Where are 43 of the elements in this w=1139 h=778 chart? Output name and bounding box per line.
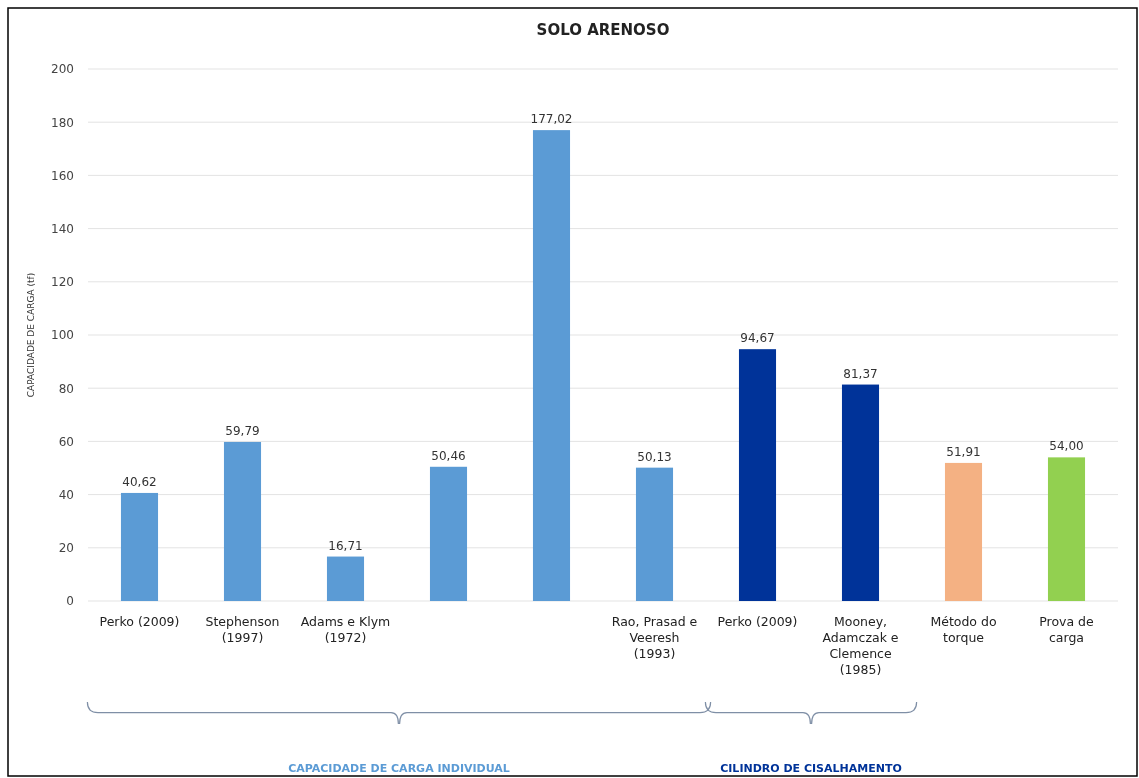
bar [944,462,983,601]
data-label: 51,91 [946,444,981,459]
data-label: 40,62 [122,474,157,489]
data-label: 50,13 [637,449,672,464]
x-tick-label: Perko (2009) [717,614,798,629]
bar [223,441,262,601]
bar [326,556,365,601]
text: CAPACIDADE DE CARGA INDIVIDUAL [288,762,510,775]
y-tick-label: 160 [51,168,74,183]
y-tick-label: 40 [58,487,74,502]
data-label: 50,46 [431,448,466,463]
y-tick-label: 140 [51,221,74,236]
data-label: 59,79 [225,423,260,438]
y-tick-label: 100 [51,328,74,343]
y-tick-label: 60 [58,434,74,449]
bar [532,130,571,601]
x-tick-label: Método do torque [930,614,997,645]
bar [841,384,880,601]
data-label: 16,71 [328,538,363,553]
y-tick-label: 0 [66,594,74,609]
x-tick-label: Adams e Klym (1972) [300,614,391,645]
bar [120,492,159,601]
y-tick-label: 80 [58,381,74,396]
y-tick-label: 200 [51,62,74,77]
data-label: 94,67 [740,331,775,346]
bar [429,466,468,601]
bar [1047,457,1086,601]
x-tick-label: Perko (2009) [99,614,180,629]
y-axis-title: CAPACIDADE DE CARGA (tf) [26,272,36,398]
text: CILINDRO DE CISALHAMENTO [720,762,902,775]
x-tick-label: Mooney, Adamczak e Clemence (1985) [822,614,899,677]
x-tick-label: Rao, Prasad e Veeresh (1993) [611,614,698,661]
y-tick-label: 20 [58,541,74,556]
y-tick-label: 180 [51,115,74,130]
x-tick-label: Stephenson (1997) [205,614,280,645]
y-tick-label: 120 [51,275,74,290]
bar [738,349,777,601]
chart-title: SOLO ARENOSO [536,21,670,39]
data-label: 81,37 [843,366,878,381]
data-label: 177,02 [530,112,573,127]
bar [635,467,674,601]
data-label: 54,00 [1049,439,1084,454]
x-tick-label: Prova de carga [1039,614,1095,645]
